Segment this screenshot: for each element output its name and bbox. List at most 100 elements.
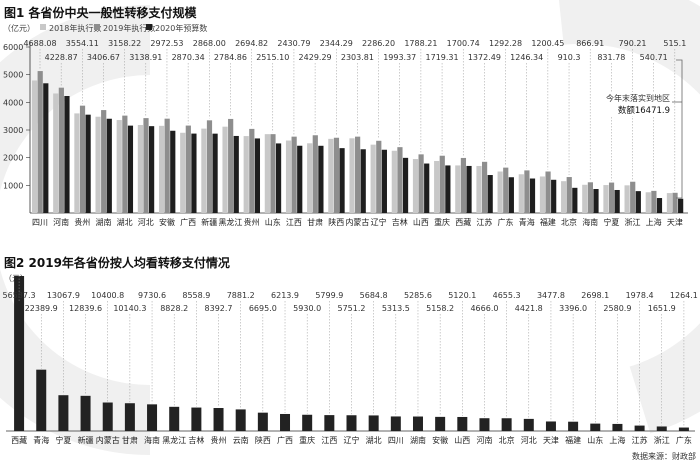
bar-2019 (630, 181, 636, 213)
bar (102, 402, 113, 431)
x-category-label: 黑龙江 (162, 435, 186, 445)
bar (590, 423, 601, 431)
value-label: 1788.21 (404, 39, 437, 48)
x-category-label: 河北 (521, 435, 537, 445)
value-label: 4655.3 (493, 291, 521, 300)
x-category-label: 湖北 (117, 218, 133, 227)
x-category-label: 北京 (561, 217, 577, 227)
x-category-label: 甘肃 (307, 217, 323, 227)
bar (191, 407, 202, 431)
x-category-label: 黑龙江 (218, 217, 242, 227)
x-category-label: 宁夏 (603, 217, 619, 227)
bar-2019 (185, 125, 191, 213)
bar (324, 415, 335, 431)
bar-2019 (312, 135, 318, 213)
legend-label-2: 2019年执行数 (103, 23, 155, 33)
bar (501, 418, 512, 431)
x-category-label: 河南 (53, 217, 69, 227)
bar-2020 (191, 133, 197, 213)
value-label: 1700.74 (447, 39, 480, 48)
bar-2018 (391, 150, 397, 213)
bar-2020 (297, 145, 303, 213)
bar-2019 (355, 136, 361, 213)
bar-2020 (106, 118, 112, 213)
x-category-label: 内蒙古 (345, 217, 369, 227)
value-label: 1372.49 (468, 53, 501, 62)
value-label: 540.71 (640, 53, 668, 62)
x-category-label: 西藏 (11, 435, 27, 445)
value-label: 2515.10 (256, 53, 289, 62)
y-tick-label: 1000 (3, 181, 23, 190)
x-category-label: 广东 (498, 217, 514, 227)
bar (147, 404, 158, 431)
value-label: 3396.0 (559, 304, 587, 313)
x-category-label: 山东 (265, 217, 281, 227)
bar-2019 (228, 118, 234, 213)
bar-2020 (170, 130, 176, 213)
value-label: 22389.9 (25, 304, 58, 313)
value-label: 5120.1 (448, 291, 476, 300)
bar (235, 409, 246, 431)
bar-2020 (318, 145, 324, 213)
value-label: 5313.5 (382, 304, 410, 313)
value-label: 6695.0 (249, 304, 277, 313)
value-label: 4688.08 (23, 39, 56, 48)
x-category-label: 广西 (277, 435, 293, 445)
y-tick-label: 5000 (3, 71, 23, 80)
x-category-label: 辽宁 (344, 435, 360, 445)
bar (169, 406, 180, 431)
bar-2018 (561, 181, 567, 213)
x-category-label: 重庆 (299, 435, 315, 445)
value-label: 3406.67 (87, 53, 120, 62)
value-label: 515.1 (663, 39, 686, 48)
bar-2018 (222, 126, 228, 213)
bar-2020 (64, 96, 70, 213)
x-category-label: 浙江 (625, 217, 641, 227)
value-label: 10140.3 (113, 304, 146, 313)
x-category-label: 天津 (667, 217, 683, 227)
value-label: 1651.9 (648, 304, 676, 313)
x-category-label: 四川 (388, 436, 404, 445)
x-category-label: 山西 (454, 435, 470, 445)
bar-2020 (614, 189, 620, 213)
value-label: 2694.82 (235, 39, 268, 48)
bar-2019 (58, 87, 64, 213)
value-label: 1719.31 (426, 53, 459, 62)
value-label: 5684.8 (360, 291, 388, 300)
bar (302, 414, 313, 431)
bar-2020 (593, 189, 599, 213)
x-category-label: 陕西 (255, 435, 271, 445)
bar-2018 (370, 144, 376, 213)
bar (612, 423, 623, 431)
bar-2019 (122, 115, 128, 213)
bar (257, 412, 268, 431)
x-category-label: 甘肃 (122, 435, 138, 445)
bar-2018 (307, 143, 313, 213)
bar-2020 (381, 149, 387, 213)
x-category-label: 湖南 (410, 435, 426, 445)
x-category-label: 江西 (321, 436, 337, 445)
bar (213, 408, 224, 431)
bar-2018 (328, 138, 334, 213)
x-category-label: 海南 (582, 217, 598, 227)
y-tick-label: 3000 (3, 126, 23, 135)
legend-label-1: 2018年执行数 (49, 23, 101, 33)
x-category-label: 福建 (540, 217, 556, 227)
x-category-label: 北京 (499, 435, 515, 445)
x-category-label: 山西 (413, 217, 429, 227)
bar-2018 (32, 80, 38, 213)
bar-2020 (127, 125, 134, 213)
bar-2018 (180, 132, 186, 213)
x-category-label: 青海 (33, 435, 49, 445)
value-label: 2870.34 (172, 53, 205, 62)
x-category-label: 贵州 (244, 217, 260, 227)
bar-2019 (672, 192, 678, 213)
bar-2019 (651, 190, 657, 213)
legend-label-3: 2020年预算数 (155, 23, 207, 33)
bar-2018 (624, 185, 630, 213)
bar-2019 (545, 171, 551, 213)
value-label: 4228.87 (45, 53, 78, 62)
bar-2019 (376, 140, 382, 213)
x-category-label: 福建 (565, 435, 581, 445)
x-category-label: 新疆 (201, 217, 217, 227)
